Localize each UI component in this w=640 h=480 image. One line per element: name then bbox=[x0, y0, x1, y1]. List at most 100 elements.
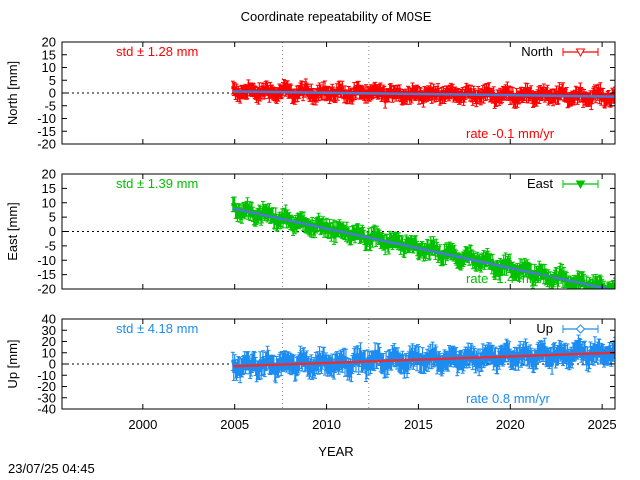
east-point bbox=[352, 231, 356, 235]
north-point bbox=[265, 85, 269, 89]
north-point bbox=[275, 95, 279, 99]
up-point bbox=[345, 365, 349, 369]
east-point bbox=[495, 266, 499, 270]
up-point bbox=[461, 362, 465, 366]
north-point bbox=[324, 92, 328, 96]
north-point bbox=[532, 98, 536, 102]
east-point bbox=[502, 260, 506, 264]
east-point bbox=[313, 228, 317, 232]
north-point bbox=[510, 96, 514, 100]
up-point bbox=[533, 356, 537, 360]
north-point bbox=[505, 86, 509, 90]
up-point bbox=[486, 350, 490, 354]
east-point bbox=[312, 226, 316, 230]
up-point bbox=[415, 360, 419, 364]
north-point bbox=[403, 96, 407, 100]
east-point bbox=[508, 259, 512, 263]
east-point bbox=[320, 224, 324, 228]
north-point bbox=[256, 96, 260, 100]
up-point bbox=[519, 356, 523, 360]
north-point bbox=[432, 94, 436, 98]
east-point bbox=[471, 260, 475, 264]
up-point bbox=[406, 363, 410, 367]
east-point bbox=[596, 282, 600, 286]
east-point bbox=[278, 220, 282, 224]
north-point bbox=[442, 95, 446, 99]
east-point bbox=[390, 239, 394, 243]
up-point bbox=[495, 363, 499, 367]
up-point bbox=[576, 348, 580, 352]
up-point bbox=[339, 358, 343, 362]
east-point bbox=[543, 270, 547, 274]
north-point bbox=[303, 86, 307, 90]
east-point bbox=[577, 279, 581, 283]
up-point bbox=[263, 366, 267, 370]
up-point bbox=[411, 351, 415, 355]
east-point bbox=[388, 237, 392, 241]
north-point bbox=[368, 93, 372, 97]
up-point bbox=[353, 354, 357, 358]
up-point bbox=[536, 349, 540, 353]
east-point bbox=[594, 280, 598, 284]
north-point bbox=[267, 94, 271, 98]
east-point bbox=[331, 225, 335, 229]
up-point bbox=[469, 350, 473, 354]
up-point bbox=[502, 353, 506, 357]
north-point bbox=[379, 87, 383, 91]
north-point bbox=[569, 98, 573, 102]
east-point bbox=[345, 227, 349, 231]
north-point bbox=[555, 90, 559, 94]
north-point bbox=[276, 93, 280, 97]
north-point bbox=[449, 88, 453, 92]
east-point bbox=[290, 222, 294, 226]
up-point bbox=[320, 358, 324, 362]
north-point bbox=[408, 96, 412, 100]
east-point bbox=[341, 227, 345, 231]
east-point bbox=[245, 207, 249, 211]
up-point bbox=[437, 359, 441, 363]
east-point bbox=[466, 253, 470, 257]
up-point bbox=[506, 351, 510, 355]
up-point bbox=[475, 360, 479, 364]
north-point bbox=[369, 89, 373, 93]
east-point bbox=[546, 277, 550, 281]
east-legend-marker bbox=[575, 180, 586, 190]
up-point bbox=[508, 356, 512, 360]
east-point bbox=[436, 253, 440, 257]
east-point bbox=[568, 281, 572, 285]
up-point bbox=[380, 363, 384, 367]
east-point bbox=[263, 211, 267, 215]
up-point bbox=[468, 354, 472, 358]
up-point bbox=[314, 359, 318, 363]
north-point bbox=[545, 92, 549, 96]
north-point bbox=[485, 91, 489, 95]
up-point bbox=[517, 352, 521, 356]
up-point bbox=[567, 359, 571, 363]
east-point bbox=[309, 228, 313, 232]
east-point bbox=[291, 226, 295, 230]
north-point bbox=[309, 89, 313, 93]
north-point bbox=[515, 99, 519, 103]
north-point bbox=[578, 87, 582, 91]
north-point bbox=[235, 93, 239, 97]
east-point bbox=[261, 207, 265, 211]
east-point bbox=[316, 222, 320, 226]
north-point bbox=[317, 92, 321, 96]
north-y-tick-label: 5 bbox=[49, 73, 56, 88]
east-point bbox=[581, 277, 585, 281]
east-point bbox=[280, 214, 284, 218]
up-point bbox=[439, 363, 443, 367]
up-point bbox=[260, 365, 264, 369]
east-point bbox=[489, 260, 493, 264]
east-point bbox=[324, 228, 328, 232]
north-point bbox=[593, 89, 597, 93]
east-point bbox=[587, 286, 591, 289]
east-point bbox=[523, 264, 527, 268]
north-point bbox=[373, 87, 377, 91]
east-point bbox=[482, 256, 486, 260]
east-point bbox=[499, 266, 503, 270]
up-point bbox=[390, 353, 394, 357]
north-point bbox=[548, 95, 552, 99]
north-point bbox=[312, 96, 316, 100]
